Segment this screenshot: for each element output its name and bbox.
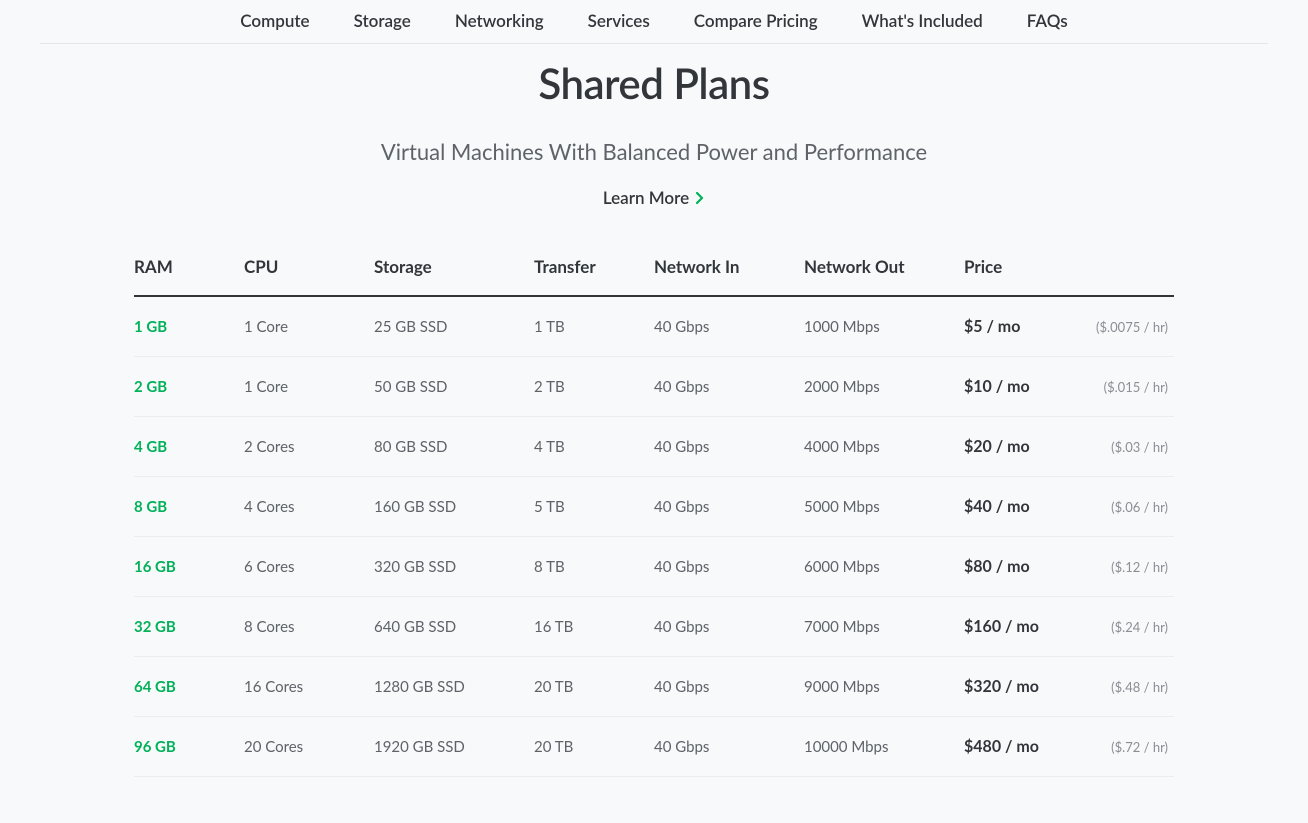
cell-network-in: 40 Gbps — [654, 597, 804, 657]
page-title: Shared Plans — [0, 58, 1308, 108]
col-header-network-in: Network In — [654, 256, 804, 296]
hero: Shared Plans Virtual Machines With Balan… — [0, 58, 1308, 208]
learn-more-link[interactable]: Learn More — [603, 187, 705, 208]
nav-link-whats-included[interactable]: What's Included — [862, 10, 983, 31]
nav-link-storage[interactable]: Storage — [354, 10, 411, 31]
cell-hourly: ($.015 / hr) — [1084, 357, 1174, 417]
cell-ram: 64 GB — [134, 657, 244, 717]
cell-network-in: 40 Gbps — [654, 296, 804, 357]
cell-storage: 50 GB SSD — [374, 357, 534, 417]
cell-cpu: 20 Cores — [244, 717, 374, 777]
cell-ram: 8 GB — [134, 477, 244, 537]
col-header-network-out: Network Out — [804, 256, 964, 296]
cell-network-out: 2000 Mbps — [804, 357, 964, 417]
cell-ram: 96 GB — [134, 717, 244, 777]
cell-network-out: 9000 Mbps — [804, 657, 964, 717]
cell-network-out: 4000 Mbps — [804, 417, 964, 477]
cell-network-out: 1000 Mbps — [804, 296, 964, 357]
cell-storage: 25 GB SSD — [374, 296, 534, 357]
cell-storage: 320 GB SSD — [374, 537, 534, 597]
table-row: 1 GB1 Core25 GB SSD1 TB40 Gbps1000 Mbps$… — [134, 296, 1174, 357]
col-header-price: Price — [964, 256, 1174, 296]
cell-network-in: 40 Gbps — [654, 537, 804, 597]
cell-cpu: 1 Core — [244, 296, 374, 357]
cell-hourly: ($.12 / hr) — [1084, 537, 1174, 597]
cell-network-in: 40 Gbps — [654, 417, 804, 477]
cell-ram: 32 GB — [134, 597, 244, 657]
cell-transfer: 2 TB — [534, 357, 654, 417]
learn-more-label: Learn More — [603, 187, 689, 208]
cell-cpu: 4 Cores — [244, 477, 374, 537]
cell-hourly: ($.24 / hr) — [1084, 597, 1174, 657]
cell-price: $20 / mo — [964, 417, 1084, 477]
cell-network-in: 40 Gbps — [654, 717, 804, 777]
cell-cpu: 16 Cores — [244, 657, 374, 717]
cell-cpu: 8 Cores — [244, 597, 374, 657]
pricing-table: RAM CPU Storage Transfer Network In Netw… — [134, 256, 1174, 777]
table-header-row: RAM CPU Storage Transfer Network In Netw… — [134, 256, 1174, 296]
cell-hourly: ($.48 / hr) — [1084, 657, 1174, 717]
col-header-transfer: Transfer — [534, 256, 654, 296]
cell-price: $480 / mo — [964, 717, 1084, 777]
cell-price: $160 / mo — [964, 597, 1084, 657]
cell-cpu: 2 Cores — [244, 417, 374, 477]
page-subtitle: Virtual Machines With Balanced Power and… — [0, 138, 1308, 165]
nav-link-services[interactable]: Services — [588, 10, 650, 31]
cell-storage: 1280 GB SSD — [374, 657, 534, 717]
table-row: 64 GB16 Cores1280 GB SSD20 TB40 Gbps9000… — [134, 657, 1174, 717]
cell-network-in: 40 Gbps — [654, 657, 804, 717]
pricing-table-container: RAM CPU Storage Transfer Network In Netw… — [134, 256, 1174, 777]
cell-price: $5 / mo — [964, 296, 1084, 357]
cell-price: $40 / mo — [964, 477, 1084, 537]
cell-ram: 1 GB — [134, 296, 244, 357]
cell-transfer: 8 TB — [534, 537, 654, 597]
nav-link-faqs[interactable]: FAQs — [1027, 10, 1068, 31]
section-nav: Compute Storage Networking Services Comp… — [40, 0, 1268, 44]
cell-storage: 640 GB SSD — [374, 597, 534, 657]
cell-price: $320 / mo — [964, 657, 1084, 717]
col-header-cpu: CPU — [244, 256, 374, 296]
cell-storage: 80 GB SSD — [374, 417, 534, 477]
cell-network-in: 40 Gbps — [654, 357, 804, 417]
cell-hourly: ($.03 / hr) — [1084, 417, 1174, 477]
table-row: 16 GB6 Cores320 GB SSD8 TB40 Gbps6000 Mb… — [134, 537, 1174, 597]
col-header-storage: Storage — [374, 256, 534, 296]
cell-transfer: 1 TB — [534, 296, 654, 357]
cell-network-out: 7000 Mbps — [804, 597, 964, 657]
cell-network-out: 6000 Mbps — [804, 537, 964, 597]
cell-hourly: ($.0075 / hr) — [1084, 296, 1174, 357]
cell-network-out: 10000 Mbps — [804, 717, 964, 777]
cell-network-out: 5000 Mbps — [804, 477, 964, 537]
cell-ram: 2 GB — [134, 357, 244, 417]
nav-link-networking[interactable]: Networking — [455, 10, 544, 31]
cell-cpu: 1 Core — [244, 357, 374, 417]
cell-network-in: 40 Gbps — [654, 477, 804, 537]
cell-transfer: 4 TB — [534, 417, 654, 477]
nav-link-compute[interactable]: Compute — [240, 10, 309, 31]
cell-ram: 4 GB — [134, 417, 244, 477]
cell-transfer: 20 TB — [534, 717, 654, 777]
table-row: 32 GB8 Cores640 GB SSD16 TB40 Gbps7000 M… — [134, 597, 1174, 657]
cell-transfer: 20 TB — [534, 657, 654, 717]
table-row: 4 GB2 Cores80 GB SSD4 TB40 Gbps4000 Mbps… — [134, 417, 1174, 477]
cell-storage: 1920 GB SSD — [374, 717, 534, 777]
table-row: 96 GB20 Cores1920 GB SSD20 TB40 Gbps1000… — [134, 717, 1174, 777]
cell-price: $80 / mo — [964, 537, 1084, 597]
cell-cpu: 6 Cores — [244, 537, 374, 597]
cell-transfer: 16 TB — [534, 597, 654, 657]
chevron-right-icon — [695, 189, 705, 207]
cell-storage: 160 GB SSD — [374, 477, 534, 537]
nav-link-compare-pricing[interactable]: Compare Pricing — [694, 10, 818, 31]
cell-hourly: ($.72 / hr) — [1084, 717, 1174, 777]
table-row: 8 GB4 Cores160 GB SSD5 TB40 Gbps5000 Mbp… — [134, 477, 1174, 537]
cell-price: $10 / mo — [964, 357, 1084, 417]
cell-ram: 16 GB — [134, 537, 244, 597]
cell-hourly: ($.06 / hr) — [1084, 477, 1174, 537]
cell-transfer: 5 TB — [534, 477, 654, 537]
col-header-ram: RAM — [134, 256, 244, 296]
table-row: 2 GB1 Core50 GB SSD2 TB40 Gbps2000 Mbps$… — [134, 357, 1174, 417]
